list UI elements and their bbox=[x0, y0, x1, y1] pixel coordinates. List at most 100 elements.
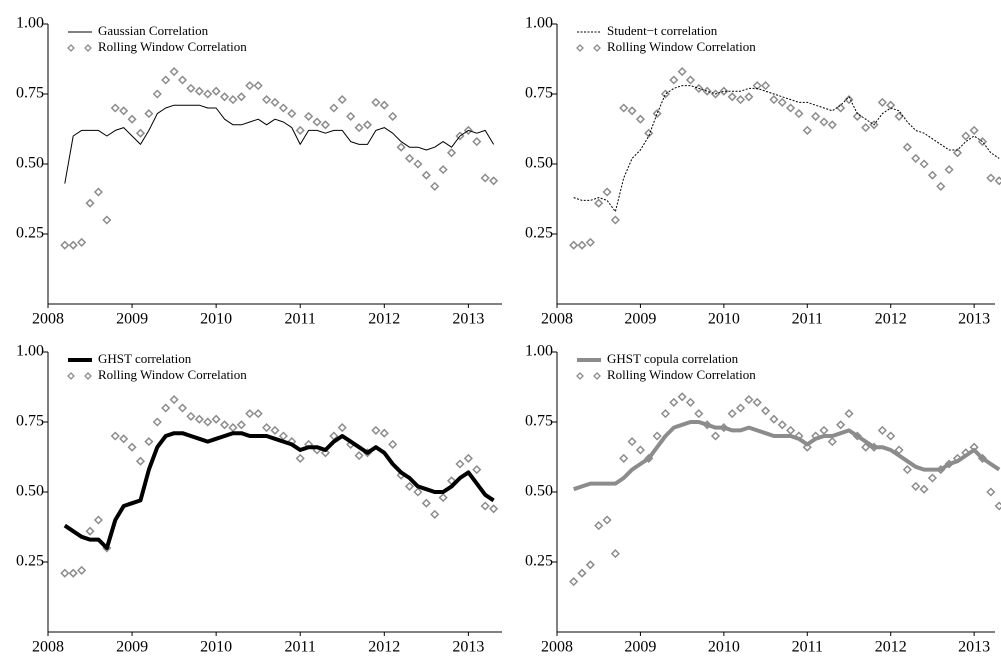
rolling-point bbox=[861, 123, 871, 133]
rolling-point bbox=[652, 109, 662, 119]
rolling-point bbox=[371, 97, 381, 107]
rolling-point bbox=[986, 173, 996, 183]
y-tick-label: 0.25 bbox=[16, 225, 44, 242]
rolling-point bbox=[635, 114, 645, 124]
rolling-point bbox=[278, 103, 288, 113]
rolling-point bbox=[594, 198, 604, 208]
rolling-point bbox=[710, 431, 721, 441]
rolling-point bbox=[135, 456, 146, 466]
rolling-point bbox=[919, 484, 929, 494]
y-tick-label: 0.25 bbox=[525, 225, 553, 242]
rolling-point bbox=[194, 414, 204, 424]
rolling-point bbox=[177, 75, 188, 85]
rolling-point bbox=[660, 409, 671, 419]
rolling-point bbox=[677, 67, 687, 77]
y-tick-label: 0.75 bbox=[16, 85, 44, 102]
rolling-point bbox=[961, 131, 971, 141]
rolling-point bbox=[911, 153, 921, 163]
rolling-point bbox=[952, 148, 963, 158]
rolling-point bbox=[186, 411, 196, 421]
y-tick-label: 0.75 bbox=[525, 413, 553, 430]
model-line bbox=[573, 85, 1000, 213]
rolling-point bbox=[413, 159, 423, 169]
legend-marker bbox=[84, 372, 92, 380]
rolling-point bbox=[480, 173, 490, 183]
rolling-point bbox=[902, 142, 912, 152]
model-line bbox=[64, 104, 495, 184]
rolling-point bbox=[93, 187, 104, 197]
rolling-point bbox=[836, 420, 846, 430]
rolling-point bbox=[777, 97, 787, 107]
rolling-point bbox=[627, 437, 637, 447]
rolling-point bbox=[927, 473, 937, 483]
y-tick-label: 1.00 bbox=[525, 15, 553, 32]
rolling-point bbox=[379, 428, 389, 438]
model-line bbox=[573, 420, 1001, 492]
rolling-point bbox=[211, 86, 221, 96]
rolling-point bbox=[228, 423, 238, 433]
rolling-point bbox=[287, 109, 297, 119]
legend-marker bbox=[67, 44, 75, 52]
rolling-point bbox=[769, 95, 779, 105]
legend-label: Gaussian Correlation bbox=[98, 23, 209, 38]
rolling-point bbox=[68, 240, 78, 250]
rolling-point bbox=[761, 406, 771, 416]
y-tick-label: 0.75 bbox=[525, 85, 553, 102]
x-tick-label: 2008 bbox=[541, 639, 573, 656]
x-tick-label: 2009 bbox=[624, 639, 656, 656]
rolling-point bbox=[610, 215, 620, 225]
rolling-point bbox=[203, 417, 213, 427]
rolling-point bbox=[472, 137, 482, 147]
rolling-point bbox=[421, 498, 431, 508]
rolling-point bbox=[577, 568, 587, 578]
y-tick-label: 0.25 bbox=[16, 553, 44, 570]
y-tick-label: 0.75 bbox=[16, 413, 44, 430]
rolling-point bbox=[245, 409, 255, 419]
legend-marker bbox=[593, 372, 601, 380]
legend-marker bbox=[576, 44, 584, 52]
rolling-point bbox=[186, 83, 196, 93]
rolling-point bbox=[472, 465, 482, 475]
rolling-point bbox=[320, 120, 331, 130]
x-tick-label: 2008 bbox=[32, 311, 64, 328]
rolling-point bbox=[68, 568, 78, 578]
rolling-point bbox=[135, 128, 146, 138]
rolling-point bbox=[388, 111, 398, 121]
legend-marker bbox=[84, 44, 92, 52]
rolling-point bbox=[77, 565, 87, 575]
rolling-point bbox=[413, 487, 423, 497]
rolling-point bbox=[669, 397, 679, 407]
legend-label: Rolling Window Correlation bbox=[98, 367, 247, 382]
rolling-point bbox=[602, 187, 612, 197]
panel: 1.00 0.75 0.50 0.25 2008 2009 2010 2011 2012 2013… bbox=[525, 343, 1001, 656]
x-tick-label: 2009 bbox=[624, 311, 656, 328]
legend-label: GHST copula correlation bbox=[607, 351, 739, 366]
rolling-point bbox=[694, 409, 704, 419]
rolling-point bbox=[203, 89, 213, 99]
rolling-point bbox=[362, 120, 373, 130]
rolling-point bbox=[719, 86, 729, 96]
rolling-point bbox=[986, 487, 996, 497]
rolling-point bbox=[902, 465, 912, 475]
rolling-point bbox=[994, 176, 1001, 186]
rolling-point bbox=[994, 501, 1001, 511]
rolling-point bbox=[819, 425, 829, 435]
rolling-point bbox=[388, 439, 398, 449]
rolling-point bbox=[320, 448, 331, 458]
legend-label: Rolling Window Correlation bbox=[607, 367, 756, 382]
y-tick-label: 0.50 bbox=[16, 483, 44, 500]
rolling-point bbox=[421, 170, 431, 180]
rolling-point bbox=[635, 445, 645, 455]
rolling-point bbox=[152, 417, 162, 427]
rolling-point bbox=[594, 521, 604, 531]
rolling-point bbox=[169, 395, 179, 405]
x-tick-label: 2013 bbox=[452, 639, 484, 656]
rolling-point bbox=[262, 423, 272, 433]
rolling-point bbox=[927, 170, 937, 180]
rolling-point bbox=[886, 100, 896, 110]
rolling-point bbox=[652, 431, 662, 441]
rolling-point bbox=[685, 397, 696, 407]
rolling-point bbox=[786, 425, 796, 435]
rolling-point bbox=[278, 431, 288, 441]
